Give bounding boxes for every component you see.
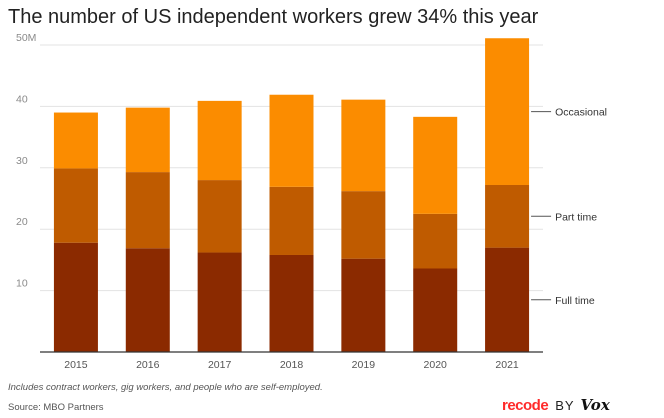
y-tick-label: 20 (16, 216, 28, 228)
series-labels: Full time Part time Occasional (531, 107, 607, 307)
bars (53, 38, 530, 352)
bar-segment-part-time (341, 191, 386, 259)
bar-segment-occasional (413, 116, 458, 214)
chart-title: The number of US independent workers gre… (8, 6, 539, 28)
x-tick-label: 2017 (208, 359, 232, 371)
series-label: Full time (555, 295, 595, 307)
y-tick-label: 50M (16, 32, 36, 44)
bar-segment-full-time (53, 242, 98, 352)
series-label: Part time (555, 211, 597, 223)
bar-segment-part-time (485, 184, 530, 248)
recode-logo: recode (502, 397, 549, 414)
bar-segment-part-time (125, 172, 170, 249)
stacked-bar-chart: 10 20 30 40 50M 2015 2016 2017 2018 2019 2020 2021… (16, 32, 607, 371)
y-axis-ticks: 10 20 30 40 50M (16, 32, 36, 290)
bar-segment-occasional (53, 112, 98, 169)
bar-segment-part-time (269, 186, 314, 255)
bar-segment-full-time (485, 247, 530, 352)
x-tick-label: 2016 (136, 359, 160, 371)
x-tick-label: 2020 (424, 359, 448, 371)
x-tick-label: 2015 (64, 359, 88, 371)
bar-segment-occasional (197, 100, 242, 181)
bar-segment-full-time (125, 248, 170, 352)
x-tick-label: 2019 (352, 359, 376, 371)
bar-segment-part-time (197, 180, 242, 253)
chart-source: Source: MBO Partners (8, 402, 104, 413)
bar-segment-occasional (485, 38, 530, 185)
chart-note: Includes contract workers, gig workers, … (8, 382, 323, 393)
logo-by: BY (555, 398, 575, 413)
bar-segment-full-time (269, 254, 314, 352)
y-tick-label: 10 (16, 278, 28, 290)
series-label: Occasional (555, 107, 607, 119)
x-tick-label: 2021 (495, 359, 519, 371)
y-tick-label: 40 (16, 93, 28, 105)
y-tick-label: 30 (16, 155, 28, 167)
x-tick-label: 2018 (280, 359, 304, 371)
bar-segment-occasional (125, 107, 170, 173)
x-axis-ticks: 2015 2016 2017 2018 2019 2020 2021 (64, 359, 519, 371)
bar-segment-full-time (341, 258, 386, 352)
recode-by-vox-logo: recode BY Vox (502, 396, 610, 415)
bar-segment-full-time (413, 268, 458, 352)
bar-segment-occasional (341, 99, 386, 192)
bar-segment-full-time (197, 252, 242, 352)
bar-segment-part-time (413, 213, 458, 269)
vox-logo: Vox (580, 396, 610, 414)
bar-segment-occasional (269, 94, 314, 187)
bar-segment-part-time (53, 168, 98, 243)
